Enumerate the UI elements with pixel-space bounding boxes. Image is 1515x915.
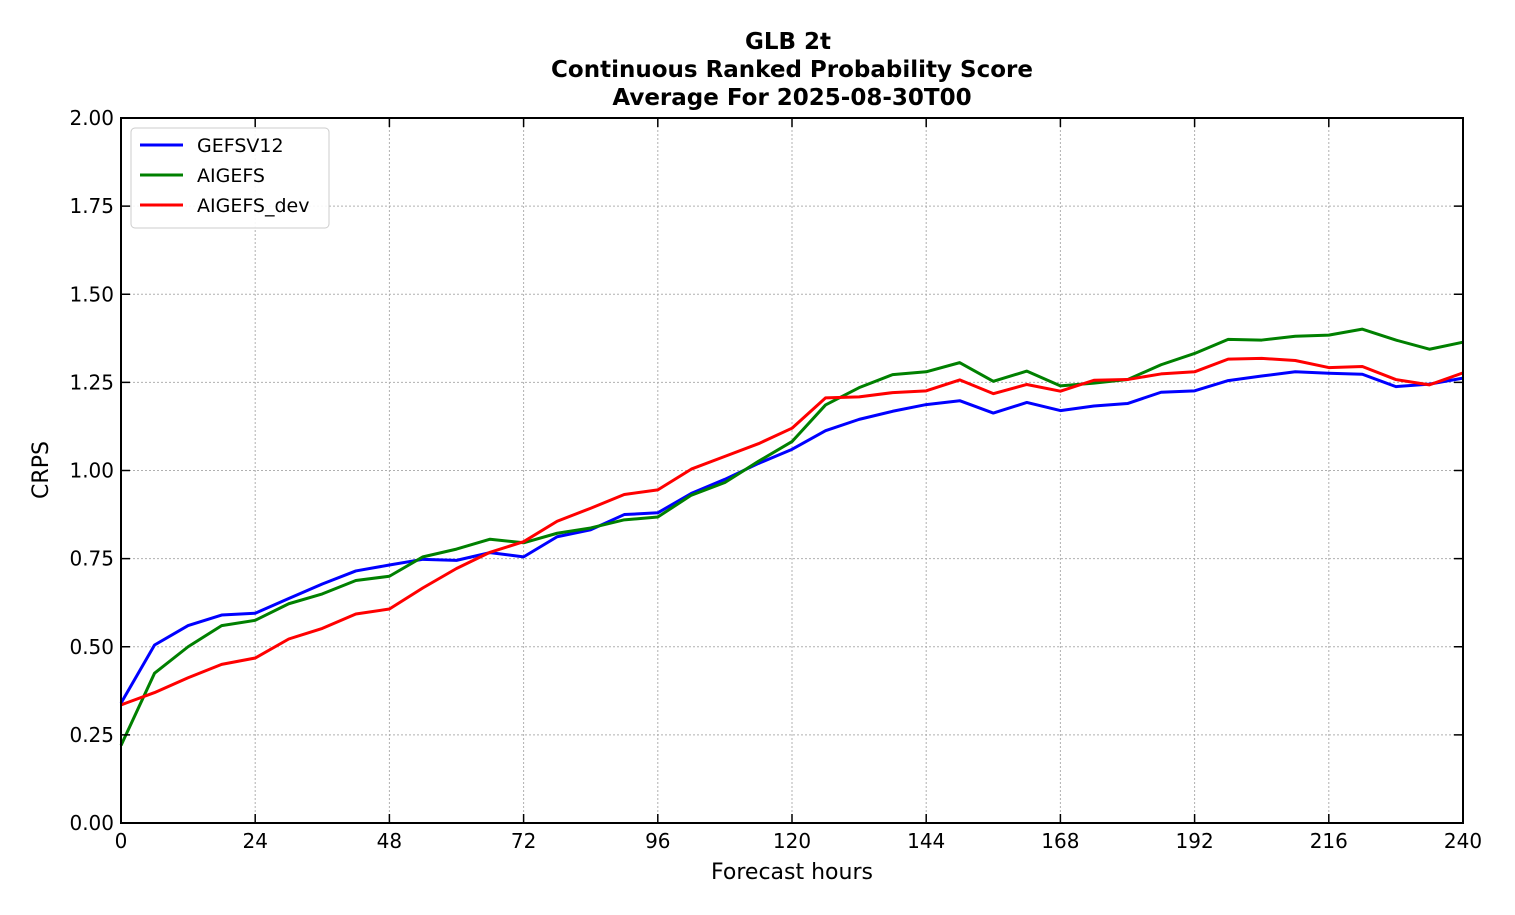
x-tick-label: 0 — [115, 829, 128, 853]
title-line-3: Average For 2025-08-30T00 — [612, 85, 971, 111]
legend-box — [130, 127, 330, 229]
y-axis-label: CRPS — [29, 441, 54, 499]
y-tick-label: 1.00 — [69, 459, 114, 483]
x-tick-label: 240 — [1444, 829, 1482, 853]
x-tick-label: 24 — [242, 829, 267, 853]
series-line-gefsv12 — [119, 370, 1464, 704]
title-line-2: Continuous Ranked Probability Score — [551, 57, 1033, 83]
x-tick-label: 192 — [1176, 829, 1214, 853]
x-tick-label: 72 — [511, 829, 536, 853]
x-axis-label: Forecast hours — [711, 860, 873, 885]
title-line-1: GLB 2t — [745, 29, 831, 55]
legend: GEFSV12 AIGEFS AIGEFS_dev — [130, 127, 330, 229]
y-tick-label: 0.00 — [69, 811, 114, 835]
legend-label: AIGEFS_dev — [197, 195, 309, 217]
x-tick-label: 120 — [773, 829, 811, 853]
series-line-aigefs-dev — [120, 356, 1464, 707]
x-tick-label: 48 — [377, 829, 402, 853]
x-tick-label: 216 — [1310, 829, 1348, 853]
y-tick-label: 2.00 — [69, 106, 114, 130]
y-tick-label: 1.50 — [69, 282, 114, 306]
y-tick-label: 0.50 — [69, 635, 114, 659]
y-tick-label: 1.75 — [69, 194, 114, 218]
grid — [120, 117, 1464, 824]
y-tick-label: 0.25 — [69, 723, 114, 747]
y-tick-label: 0.75 — [69, 547, 114, 571]
x-tick-label: 144 — [907, 829, 945, 853]
legend-label: AIGEFS — [197, 165, 265, 187]
series-lines — [119, 327, 1464, 747]
series-line-aigefs — [119, 327, 1464, 747]
y-tick-label: 1.25 — [69, 370, 114, 394]
chart-title: GLB 2t Continuous Ranked Probability Sco… — [551, 29, 1033, 111]
x-tick-label: 96 — [645, 829, 670, 853]
axis-ticks: 0 24 48 72 96 120 144 168 192 216 240 0.00 0.25 0.50 0… — [69, 106, 1482, 853]
legend-label: GEFSV12 — [197, 135, 284, 157]
x-tick-label: 168 — [1041, 829, 1079, 853]
